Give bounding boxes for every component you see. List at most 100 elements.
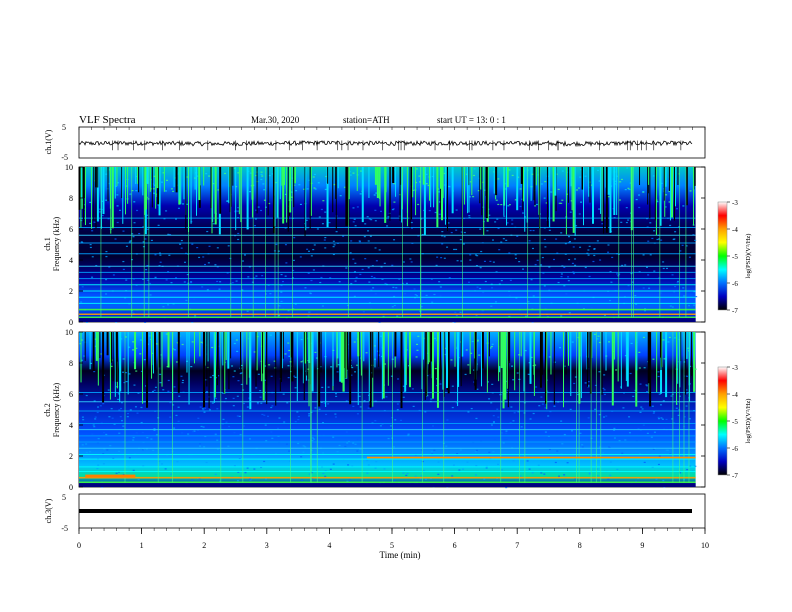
spectrogram-speck <box>579 176 582 178</box>
spectrogram-speck <box>162 172 165 174</box>
spectrogram-speck <box>414 294 417 296</box>
spectrogram-speck <box>673 437 676 439</box>
spectrogram-speck <box>490 283 493 285</box>
spectrogram-speck <box>308 311 311 313</box>
spectrogram-speck <box>527 301 530 303</box>
freq-tick-label: 10 <box>65 328 73 337</box>
spectrogram-speck <box>116 221 119 224</box>
spectrogram-speck <box>375 192 378 194</box>
spectrogram-speck <box>343 186 346 188</box>
spectrogram-speck <box>530 356 533 359</box>
spectrogram-speck <box>352 442 355 444</box>
spectrogram-speck <box>99 353 102 355</box>
spectrogram-speck <box>94 338 97 340</box>
spectrogram-speck <box>179 243 182 245</box>
spectrogram-speck <box>93 426 96 428</box>
spectrogram-speck <box>566 193 569 195</box>
spectrogram-speck <box>286 402 289 404</box>
spectrogram-speck <box>496 477 499 480</box>
spectrogram-speck <box>101 486 104 488</box>
spectrogram-speck <box>268 174 271 177</box>
spectrogram-speck <box>490 402 493 404</box>
spectrogram-speck <box>405 282 408 284</box>
spectrogram-speck <box>645 384 648 386</box>
spectrogram-speck <box>110 304 113 306</box>
spectrogram-speck <box>135 347 138 349</box>
spectrogram-speck <box>313 187 316 189</box>
spectrogram-speck <box>191 479 194 481</box>
spectrogram-speck <box>268 202 271 205</box>
spectrogram-speck <box>639 429 642 431</box>
spectrogram-speck <box>451 475 454 477</box>
spectrogram-speck <box>159 261 162 263</box>
spectrogram-speck <box>111 365 114 368</box>
spectrogram-speck <box>151 390 154 393</box>
spectrogram-speck <box>469 254 472 256</box>
spectrogram-speck <box>325 175 328 178</box>
spectrogram-speck <box>211 346 214 349</box>
spectrogram-speck <box>185 299 188 302</box>
spectrogram-speck <box>275 243 278 246</box>
spectrogram-speck <box>645 391 648 393</box>
spectrogram-speck <box>153 175 156 177</box>
spectrogram-speck <box>653 230 656 232</box>
spectrogram-speck <box>348 479 351 481</box>
spectrogram-speck <box>685 393 688 395</box>
spectrogram-speck <box>173 386 176 388</box>
spectrogram-speck <box>510 406 513 408</box>
spectrogram-speck <box>480 440 483 442</box>
spectrogram-speck <box>657 375 660 378</box>
spectrogram-speck <box>146 436 149 439</box>
ch1-waveform-spikes <box>112 140 682 151</box>
spectrogram-speck <box>439 286 442 288</box>
spectrogram-speck <box>467 411 470 413</box>
spectrogram-speck <box>284 353 287 355</box>
spectrogram-speck <box>646 432 649 434</box>
ch2-channel-label: ch.2 <box>43 403 52 417</box>
spectrogram-speck <box>233 370 236 372</box>
spectrogram-speck <box>139 353 142 355</box>
spectrogram-speck <box>247 276 250 278</box>
spectrogram-speck <box>359 448 362 451</box>
spectrogram-speck <box>97 464 100 466</box>
spectrogram-speck <box>105 199 108 201</box>
spectrogram-speck <box>628 432 631 434</box>
spectrogram-speck <box>471 340 474 343</box>
spectrogram-speck <box>294 421 297 423</box>
spectrogram-speck <box>137 392 140 394</box>
spectrogram-speck <box>101 200 104 202</box>
spectrogram-speck <box>511 219 514 221</box>
spectrogram-speck <box>514 199 517 201</box>
spectrogram-speck <box>532 412 535 415</box>
spectrogram-speck <box>443 172 446 175</box>
spectrogram-speck <box>660 292 663 294</box>
spectrogram-speck <box>625 301 628 303</box>
spectrogram-speck <box>505 432 508 434</box>
spectrogram-speck <box>217 189 220 191</box>
spectrogram-speck <box>310 449 313 451</box>
spectrogram-speck <box>233 342 236 345</box>
spectrogram-speck <box>367 230 370 232</box>
spectrogram-speck <box>332 246 335 248</box>
spectrogram-speck <box>521 212 524 214</box>
spectrogram-speck <box>214 473 217 475</box>
ch1-ytick-top: 5 <box>62 123 66 132</box>
spectrogram-speck <box>590 306 593 309</box>
spectrogram-speck <box>125 245 128 247</box>
spectrogram-speck <box>608 299 611 302</box>
spectrogram-speck <box>568 312 571 314</box>
spectrogram-speck <box>417 235 420 237</box>
spectrogram-speck <box>203 263 206 266</box>
spectrogram-speck <box>132 469 135 471</box>
spectrogram-speck <box>638 194 641 196</box>
spectrogram-speck <box>656 200 659 203</box>
spectrogram-speck <box>273 360 276 362</box>
spectrogram-speck <box>323 239 326 241</box>
spectrogram-speck <box>572 246 575 248</box>
spectrogram-speck <box>363 235 366 238</box>
spectrogram-speck <box>602 416 605 418</box>
spectrogram-speck <box>620 178 623 181</box>
spectrogram-speck <box>140 421 143 424</box>
spectrogram-speck <box>316 228 319 230</box>
spectrogram-speck <box>560 420 563 422</box>
